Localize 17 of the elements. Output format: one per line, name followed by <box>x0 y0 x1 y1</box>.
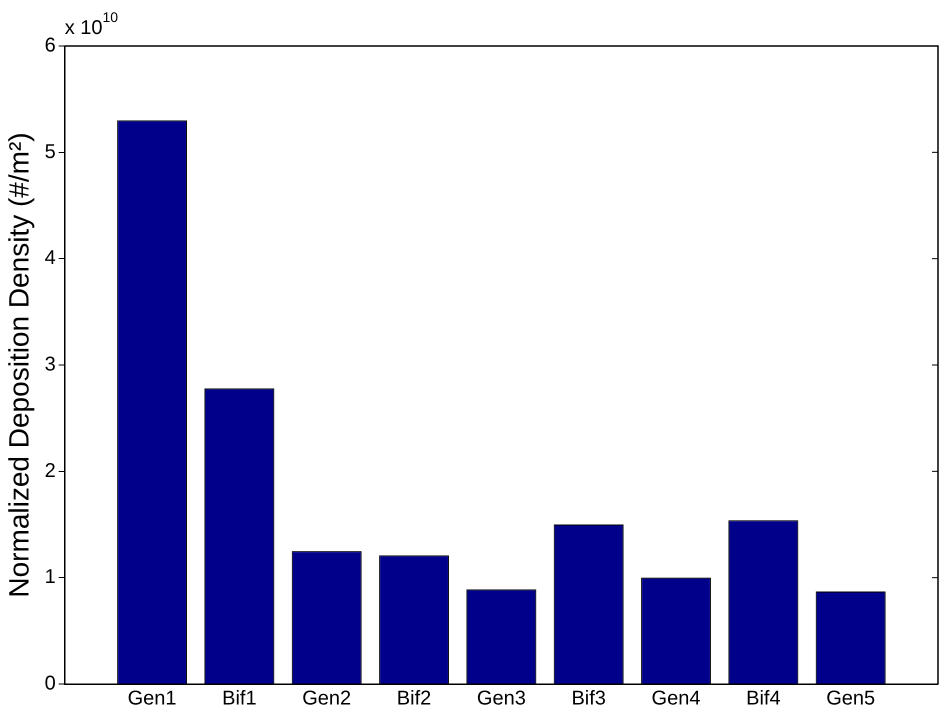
y-tick-label: 6 <box>44 34 56 57</box>
y-tick-label: 2 <box>44 460 56 482</box>
x-tick-label: Bif4 <box>746 688 781 710</box>
x-tick-label: Gen2 <box>302 688 352 710</box>
x-tick-label: Bif3 <box>571 688 606 710</box>
y-axis-title: Normalized Deposition Density (#/m²) <box>4 132 35 598</box>
x-tick-label: Gen1 <box>128 688 177 710</box>
y-tick-label: 3 <box>44 354 56 376</box>
y-tick-label: 0 <box>44 672 56 695</box>
x-tick-label: Gen3 <box>476 688 526 710</box>
y-tick-label: 4 <box>44 247 56 270</box>
x-tick-label: Gen5 <box>826 688 876 710</box>
x-tick-label: Gen4 <box>652 688 700 710</box>
x-tick-label: Bif1 <box>222 688 257 710</box>
y-tick-label: 5 <box>44 140 56 163</box>
y-tick-label: 1 <box>44 566 56 588</box>
x-tick-label: Bif2 <box>396 688 432 710</box>
